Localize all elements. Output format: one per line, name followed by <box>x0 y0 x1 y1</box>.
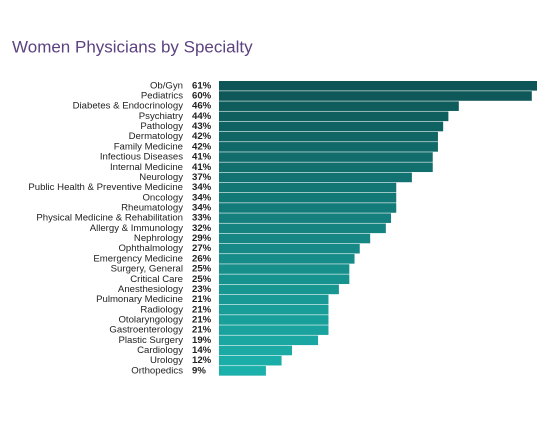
bar <box>219 152 433 162</box>
bar <box>219 101 459 111</box>
bar <box>219 223 386 234</box>
bar <box>219 335 319 346</box>
chart-title: Women Physicians by Specialty <box>12 37 253 56</box>
value-label: 25% <box>192 264 212 275</box>
value-label: 43% <box>192 121 212 132</box>
category-label: Pediatrics <box>141 91 183 102</box>
value-label: 44% <box>192 111 212 122</box>
category-label: Cardiology <box>137 345 183 356</box>
bar <box>219 243 360 254</box>
category-label: Radiology <box>140 304 183 315</box>
value-label: 21% <box>192 294 212 305</box>
category-label: Critical Care <box>130 274 183 285</box>
bar <box>219 142 438 152</box>
bar <box>219 294 329 305</box>
value-label: 41% <box>192 162 212 173</box>
bar <box>219 162 433 173</box>
value-label: 21% <box>192 325 212 336</box>
category-label: Ophthalmology <box>118 243 183 254</box>
category-label: Gastroenterology <box>109 325 183 336</box>
value-label: 34% <box>192 192 212 203</box>
category-label: Nephrology <box>134 233 183 244</box>
category-label: Neurology <box>139 172 183 183</box>
value-label: 34% <box>192 202 212 213</box>
value-label: 60% <box>192 91 212 102</box>
value-label: 9% <box>192 365 206 376</box>
value-label: 25% <box>192 274 212 285</box>
value-label: 19% <box>192 335 212 346</box>
bar <box>219 182 397 193</box>
category-label: Internal Medicine <box>110 162 183 173</box>
bar <box>219 111 449 122</box>
bar <box>219 366 266 376</box>
value-label: 37% <box>192 172 212 183</box>
bar <box>219 131 438 142</box>
bar <box>219 315 329 325</box>
bar <box>219 355 282 366</box>
bar <box>219 81 537 91</box>
category-label: Otolaryngology <box>118 314 183 325</box>
bar <box>219 233 371 244</box>
category-label: Plastic Surgery <box>118 335 183 346</box>
bar <box>219 304 329 315</box>
category-label: Ob/Gyn <box>150 80 183 91</box>
bar <box>219 121 444 132</box>
bar <box>219 264 350 274</box>
value-label: 41% <box>192 152 212 163</box>
bar <box>219 91 532 101</box>
bar <box>219 284 339 295</box>
bar <box>219 172 412 183</box>
value-label: 12% <box>192 355 212 366</box>
value-label: 14% <box>192 345 212 356</box>
value-label: 61% <box>192 80 212 91</box>
bar <box>219 203 397 213</box>
bar <box>219 345 292 356</box>
value-label: 23% <box>192 284 212 295</box>
value-label: 27% <box>192 243 212 254</box>
category-label: Oncology <box>142 192 183 203</box>
value-label: 32% <box>192 223 212 234</box>
bar <box>219 192 397 203</box>
category-label: Infectious Diseases <box>100 152 183 163</box>
category-label: Family Medicine <box>114 141 183 152</box>
value-label: 26% <box>192 253 212 264</box>
value-label: 42% <box>192 141 212 152</box>
category-label: Physical Medicine & Rehabilitation <box>36 213 183 224</box>
bar <box>219 274 350 285</box>
value-label: 29% <box>192 233 212 244</box>
category-label: Dermatology <box>129 131 184 142</box>
category-label: Public Health & Preventive Medicine <box>28 182 183 193</box>
value-label: 33% <box>192 213 212 224</box>
value-label: 21% <box>192 304 212 315</box>
category-label: Psychiatry <box>139 111 183 122</box>
category-label: Diabetes & Endocrinology <box>73 101 184 112</box>
value-label: 34% <box>192 182 212 193</box>
value-label: 46% <box>192 101 212 112</box>
bar <box>219 325 329 335</box>
category-label: Rheumatology <box>121 202 183 213</box>
category-label: Pathology <box>140 121 183 132</box>
category-label: Anesthesiology <box>118 284 183 295</box>
category-label: Allergy & Immunology <box>90 223 184 234</box>
category-label: Surgery, General <box>111 264 183 275</box>
value-label: 42% <box>192 131 212 142</box>
category-label: Orthopedics <box>131 365 183 376</box>
category-label: Emergency Medicine <box>93 253 183 264</box>
value-label: 21% <box>192 314 212 325</box>
bar <box>219 254 355 264</box>
bar <box>219 213 392 223</box>
category-label: Urology <box>150 355 183 366</box>
category-label: Pulmonary Medicine <box>96 294 183 305</box>
